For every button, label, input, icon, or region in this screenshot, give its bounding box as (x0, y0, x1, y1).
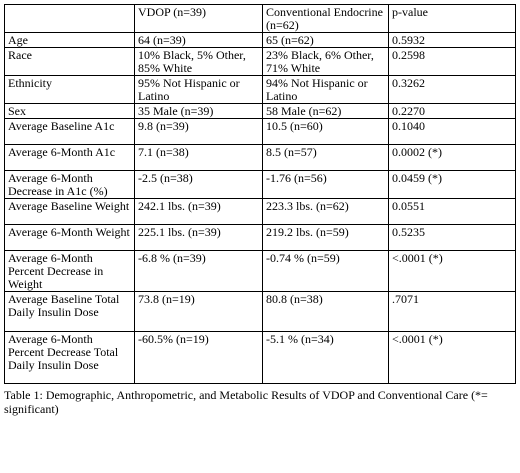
table-row: Average 6-Month Decrease in A1c (%) -2.5 … (4, 170, 516, 199)
header-cell-p-value: p-value (388, 4, 516, 33)
vdop-cell: 242.1 lbs. (n=39) (134, 198, 263, 225)
p-value-cell: 0.2598 (388, 47, 516, 76)
vdop-cell: 10% Black, 5% Other, 85% White (134, 47, 263, 76)
table-row: Sex 35 Male (n=39) 58 Male (n=62) 0.2270 (4, 103, 516, 119)
row-label-cell: Age (4, 32, 135, 48)
vdop-cell: 64 (n=39) (134, 32, 263, 48)
p-value-cell: 0.2270 (388, 103, 516, 119)
row-label-cell: Average 6-Month Percent Decrease in Weig… (4, 250, 135, 292)
table-row: Average 6-Month Weight 225.1 lbs. (n=39) 2… (4, 224, 516, 251)
table-row: Average 6-Month Percent Decrease Total D… (4, 331, 516, 384)
conventional-cell: -5.1 % (n=34) (262, 331, 389, 384)
p-value-cell: <.0001 (*) (388, 331, 516, 384)
conventional-cell: 58 Male (n=62) (262, 103, 389, 119)
conventional-cell: -0.74 % (n=59) (262, 250, 389, 292)
p-value-cell: .7071 (388, 291, 516, 332)
row-label-cell: Average 6-Month Percent Decrease Total D… (4, 331, 135, 384)
vdop-cell: 73.8 (n=19) (134, 291, 263, 332)
p-value-cell: 0.0002 (*) (388, 144, 516, 171)
row-label-cell: Race (4, 47, 135, 76)
p-value-cell: 0.0459 (*) (388, 170, 516, 199)
vdop-cell: 95% Not Hispanic or Latino (134, 75, 263, 104)
conventional-cell: 94% Not Hispanic or Latino (262, 75, 389, 104)
table-caption: Table 1: Demographic, Anthropometric, an… (4, 388, 488, 416)
conventional-cell: 223.3 lbs. (n=62) (262, 198, 389, 225)
conventional-cell: 219.2 lbs. (n=59) (262, 224, 389, 251)
vdop-cell: 35 Male (n=39) (134, 103, 263, 119)
p-value-cell: 0.1040 (388, 118, 516, 145)
table-row: Race 10% Black, 5% Other, 85% White 23% Bl… (4, 47, 516, 76)
row-label-cell: Average 6-Month Weight (4, 224, 135, 251)
row-label-cell: Average Baseline Weight (4, 198, 135, 225)
vdop-cell: -60.5% (n=19) (134, 331, 263, 384)
row-label-cell: Sex (4, 103, 135, 119)
header-cell-conventional: Conventional Endocrine (n=62) (262, 4, 389, 33)
row-label-cell: Ethnicity (4, 75, 135, 104)
header-cell-vdop: VDOP (n=39) (134, 4, 263, 33)
table-header-row: VDOP (n=39) Conventional Endocrine (n=62… (4, 4, 516, 33)
vdop-cell: 9.8 (n=39) (134, 118, 263, 145)
row-label-cell: Average Baseline Total Daily Insulin Dos… (4, 291, 135, 332)
vdop-cell: 7.1 (n=38) (134, 144, 263, 171)
table-row: Average 6-Month A1c 7.1 (n=38) 8.5 (n=57) 0… (4, 144, 516, 171)
vdop-cell: 225.1 lbs. (n=39) (134, 224, 263, 251)
p-value-cell: <.0001 (*) (388, 250, 516, 292)
table-row: Ethnicity 95% Not Hispanic or Latino 94% N… (4, 75, 516, 104)
results-table: VDOP (n=39) Conventional Endocrine (n=62… (4, 4, 516, 384)
p-value-cell: 0.0551 (388, 198, 516, 225)
conventional-cell: -1.76 (n=56) (262, 170, 389, 199)
vdop-cell: -6.8 % (n=39) (134, 250, 263, 292)
row-label-cell: Average 6-Month Decrease in A1c (%) (4, 170, 135, 199)
conventional-cell: 80.8 (n=38) (262, 291, 389, 332)
p-value-cell: 0.5932 (388, 32, 516, 48)
table-row: Average Baseline Weight 242.1 lbs. (n=39)… (4, 198, 516, 225)
row-label-cell: Average 6-Month A1c (4, 144, 135, 171)
document: VDOP (n=39) Conventional Endocrine (n=62… (4, 4, 516, 416)
conventional-cell: 8.5 (n=57) (262, 144, 389, 171)
conventional-cell: 23% Black, 6% Other, 71% White (262, 47, 389, 76)
vdop-cell: -2.5 (n=38) (134, 170, 263, 199)
table-row: Age 64 (n=39) 65 (n=62) 0.5932 (4, 32, 516, 48)
conventional-cell: 10.5 (n=60) (262, 118, 389, 145)
p-value-cell: 0.5235 (388, 224, 516, 251)
table-row: Average 6-Month Percent Decrease in Weig… (4, 250, 516, 292)
row-label-cell: Average Baseline A1c (4, 118, 135, 145)
table-row: Average Baseline Total Daily Insulin Dos… (4, 291, 516, 332)
table-row: Average Baseline A1c 9.8 (n=39) 10.5 (n=60… (4, 118, 516, 145)
results-table-body: VDOP (n=39) Conventional Endocrine (n=62… (4, 4, 516, 384)
conventional-cell: 65 (n=62) (262, 32, 389, 48)
p-value-cell: 0.3262 (388, 75, 516, 104)
header-cell-empty (4, 4, 135, 33)
